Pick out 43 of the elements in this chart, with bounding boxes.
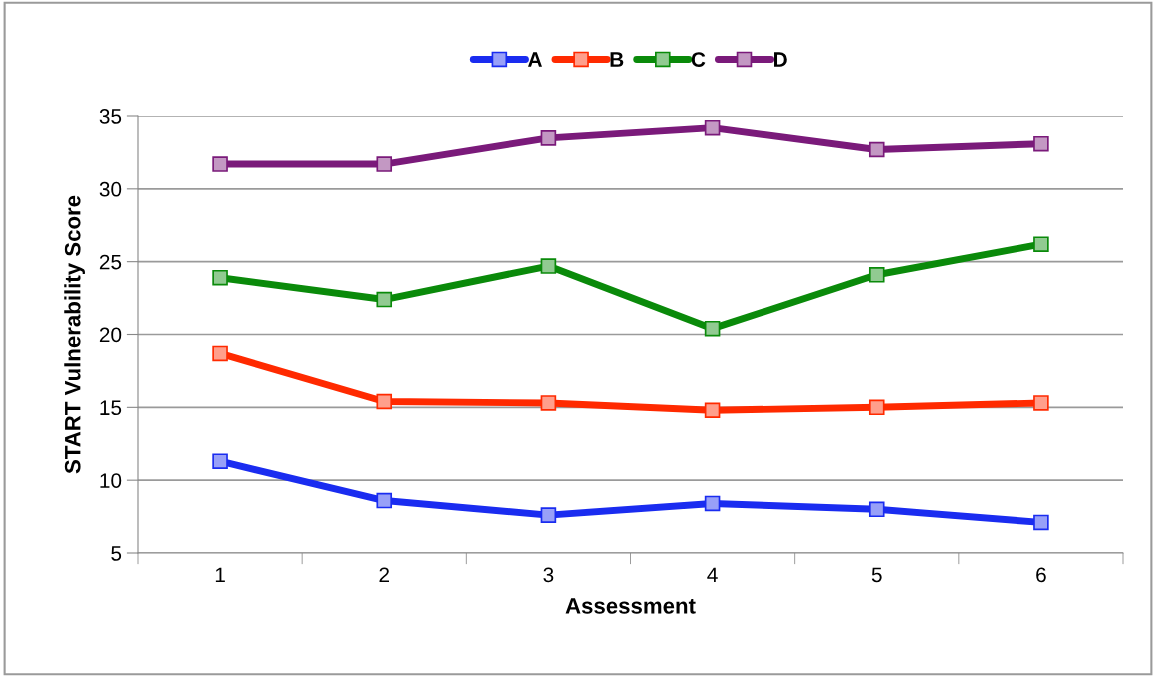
point [1033, 236, 1049, 252]
point [540, 507, 557, 523]
point [212, 156, 228, 172]
point [376, 156, 393, 172]
y-axis-title: START Vulnerability Score [64, 195, 85, 474]
legend-label: D [774, 52, 787, 67]
legend-label: B [610, 52, 624, 67]
y-tick-label: 20 [99, 327, 122, 343]
point [212, 453, 228, 470]
point [704, 495, 721, 512]
x-tick-label: 6 [1036, 567, 1046, 583]
point [376, 492, 393, 509]
point [1033, 395, 1049, 411]
point [212, 345, 228, 362]
point [1033, 135, 1049, 152]
x-tick-label: 2 [379, 567, 389, 582]
point [868, 141, 885, 158]
y-tick-label: 25 [99, 254, 122, 270]
y-tick-label: 10 [100, 473, 122, 488]
point [1033, 514, 1049, 531]
legend-label: A [528, 52, 542, 67]
point [212, 269, 228, 286]
y-tick-label: 30 [99, 181, 122, 197]
y-tick-label: 35 [99, 109, 122, 124]
x-tick-label: 4 [707, 567, 718, 582]
point [868, 501, 885, 518]
x-tick-label: 3 [543, 567, 554, 583]
x-axis-title: Assessment [565, 598, 696, 614]
point [704, 320, 721, 337]
x-tick-label: 5 [871, 567, 882, 583]
y-tick-label: 5 [111, 546, 122, 561]
y-tick-label: 15 [100, 400, 122, 416]
point [868, 266, 885, 283]
point [704, 119, 721, 136]
point [540, 395, 557, 411]
legend-label: C [691, 52, 706, 67]
point [376, 393, 393, 410]
point [540, 130, 557, 146]
point [376, 291, 393, 308]
x-tick-label: 1 [215, 567, 225, 582]
point [868, 399, 885, 416]
point [540, 258, 557, 274]
point [704, 402, 721, 419]
